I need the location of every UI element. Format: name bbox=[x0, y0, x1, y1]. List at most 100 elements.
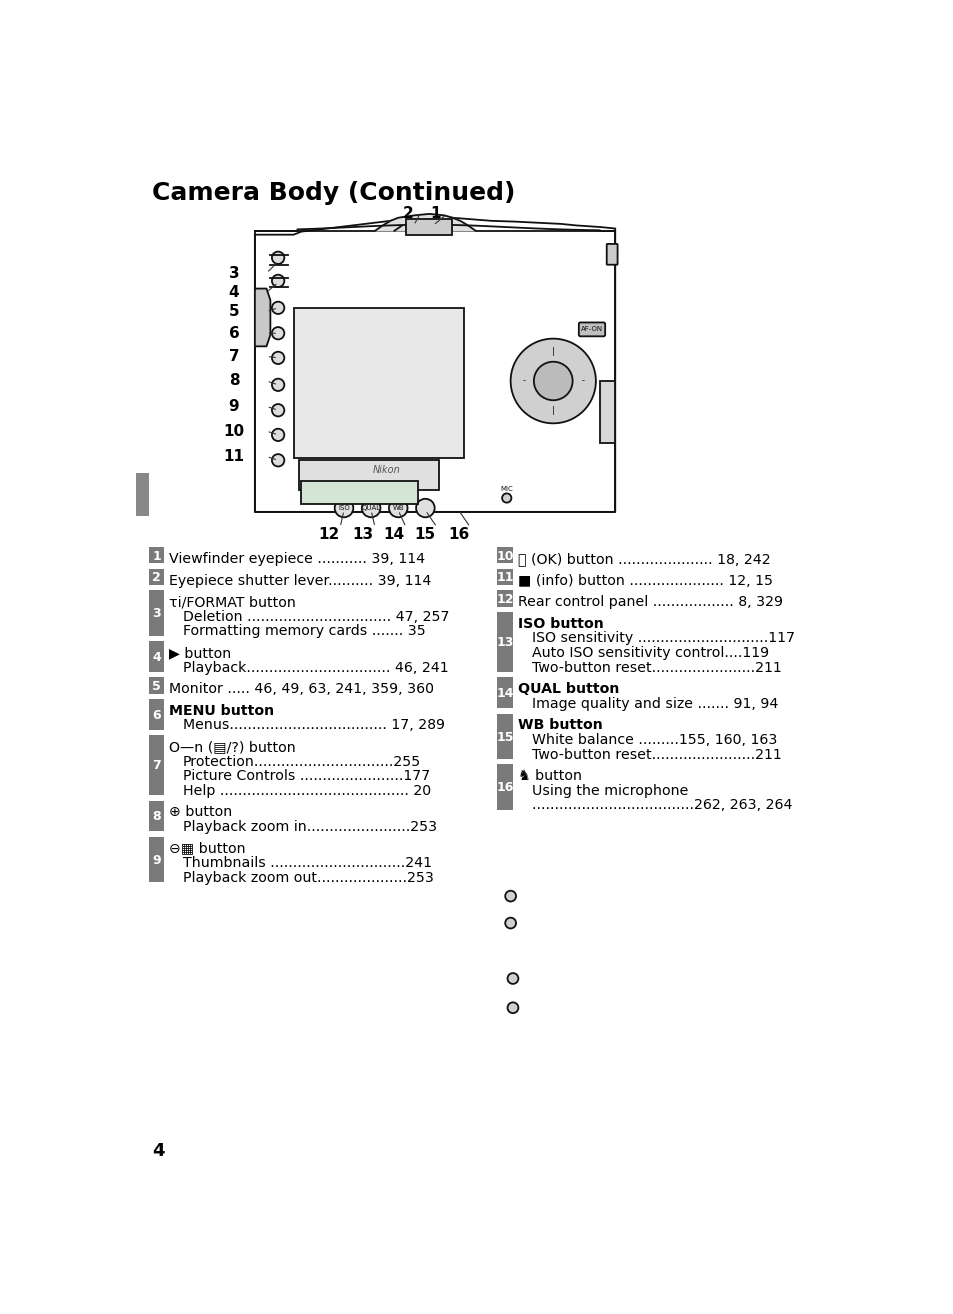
Text: WB button: WB button bbox=[517, 719, 601, 732]
Text: 10: 10 bbox=[496, 549, 514, 562]
Circle shape bbox=[272, 378, 284, 392]
Text: Picture Controls .......................177: Picture Controls .......................… bbox=[183, 769, 430, 783]
Text: WB: WB bbox=[392, 505, 404, 511]
Text: 3: 3 bbox=[229, 265, 239, 281]
Text: 16: 16 bbox=[496, 782, 514, 795]
Text: 11: 11 bbox=[223, 449, 244, 464]
Circle shape bbox=[361, 499, 380, 518]
Bar bbox=[149, 837, 164, 882]
Text: 11: 11 bbox=[496, 572, 514, 585]
Bar bbox=[301, 481, 417, 505]
Circle shape bbox=[272, 352, 284, 364]
Text: 13: 13 bbox=[496, 636, 514, 649]
Text: 3: 3 bbox=[152, 607, 161, 620]
Text: 14: 14 bbox=[383, 527, 404, 543]
Circle shape bbox=[505, 891, 516, 901]
Bar bbox=[149, 735, 164, 795]
Text: -: - bbox=[580, 377, 583, 385]
Text: Protection...............................255: Protection..............................… bbox=[183, 754, 420, 769]
Text: 9: 9 bbox=[152, 854, 161, 867]
Text: ♞ button: ♞ button bbox=[517, 769, 581, 783]
Text: Thumbnails ..............................241: Thumbnails .............................… bbox=[183, 857, 432, 870]
Bar bbox=[149, 699, 164, 729]
Text: 12: 12 bbox=[317, 527, 338, 543]
Text: Auto ISO sensitivity control....119: Auto ISO sensitivity control....119 bbox=[531, 646, 768, 660]
Bar bbox=[497, 612, 513, 671]
Text: Image quality and size ....... 91, 94: Image quality and size ....... 91, 94 bbox=[531, 696, 777, 711]
Bar bbox=[149, 548, 164, 564]
Text: ⊖▦ button: ⊖▦ button bbox=[169, 841, 245, 855]
Text: ⊕ button: ⊕ button bbox=[169, 805, 232, 820]
Text: 8: 8 bbox=[229, 373, 239, 389]
Text: Eyepiece shutter lever.......... 39, 114: Eyepiece shutter lever.......... 39, 114 bbox=[169, 574, 431, 587]
Text: 15: 15 bbox=[415, 527, 436, 543]
Text: |: | bbox=[551, 347, 554, 356]
Bar bbox=[149, 800, 164, 832]
Bar bbox=[497, 569, 513, 585]
Text: 12: 12 bbox=[496, 593, 514, 606]
Text: Formatting memory cards ....... 35: Formatting memory cards ....... 35 bbox=[183, 624, 425, 639]
Text: Deletion ................................ 47, 257: Deletion ...............................… bbox=[183, 610, 449, 624]
Text: |: | bbox=[551, 406, 554, 415]
Circle shape bbox=[272, 455, 284, 466]
Text: Ⓢ (OK) button ..................... 18, 242: Ⓢ (OK) button ..................... 18, … bbox=[517, 552, 769, 566]
Text: Viewfinder eyepiece ........... 39, 114: Viewfinder eyepiece ........... 39, 114 bbox=[169, 552, 424, 566]
Text: ▶ button: ▶ button bbox=[169, 646, 231, 660]
Text: Playback zoom out....................253: Playback zoom out....................253 bbox=[183, 871, 434, 884]
Text: Help .......................................... 20: Help ...................................… bbox=[183, 784, 431, 798]
Bar bbox=[497, 678, 513, 708]
Text: 9: 9 bbox=[229, 399, 239, 414]
Text: MIC: MIC bbox=[500, 486, 513, 491]
Text: 4: 4 bbox=[229, 285, 239, 300]
Circle shape bbox=[272, 275, 284, 286]
Bar bbox=[149, 678, 164, 694]
Text: AF-ON: AF-ON bbox=[580, 326, 602, 332]
Text: Playback................................ 46, 241: Playback................................… bbox=[183, 661, 448, 674]
Text: Menus................................... 17, 289: Menus...................................… bbox=[183, 719, 444, 732]
Text: Monitor ..... 46, 49, 63, 241, 359, 360: Monitor ..... 46, 49, 63, 241, 359, 360 bbox=[169, 682, 434, 696]
Text: 6: 6 bbox=[229, 326, 239, 340]
Circle shape bbox=[416, 499, 435, 518]
Bar bbox=[298, 460, 438, 490]
Circle shape bbox=[272, 428, 284, 442]
Text: 14: 14 bbox=[496, 687, 514, 700]
Circle shape bbox=[505, 917, 516, 929]
Text: ISO button: ISO button bbox=[517, 616, 602, 631]
Bar bbox=[497, 548, 513, 564]
Text: Rear control panel .................. 8, 329: Rear control panel .................. 8,… bbox=[517, 595, 781, 610]
Circle shape bbox=[510, 339, 596, 423]
Circle shape bbox=[507, 974, 517, 984]
Text: 10: 10 bbox=[223, 423, 244, 439]
Circle shape bbox=[272, 251, 284, 264]
Text: -: - bbox=[521, 377, 525, 385]
Text: τi/FORMAT button: τi/FORMAT button bbox=[169, 595, 295, 610]
Text: Two-button reset.......................211: Two-button reset.......................2… bbox=[531, 748, 781, 762]
Polygon shape bbox=[254, 231, 615, 512]
Text: 13: 13 bbox=[353, 527, 374, 543]
Bar bbox=[149, 590, 164, 636]
Circle shape bbox=[272, 302, 284, 314]
Text: 5: 5 bbox=[152, 679, 161, 692]
Polygon shape bbox=[375, 214, 476, 231]
Circle shape bbox=[534, 361, 572, 401]
Text: 1: 1 bbox=[152, 549, 161, 562]
Circle shape bbox=[389, 499, 407, 518]
Text: ....................................262, 263, 264: ....................................262,… bbox=[531, 799, 791, 812]
Text: White balance .........155, 160, 163: White balance .........155, 160, 163 bbox=[531, 733, 776, 748]
Text: 4: 4 bbox=[152, 650, 161, 664]
Bar bbox=[294, 307, 464, 459]
Text: MENU button: MENU button bbox=[169, 704, 274, 717]
Circle shape bbox=[501, 493, 511, 503]
Text: Two-button reset.......................211: Two-button reset.......................2… bbox=[531, 661, 781, 674]
Text: 2: 2 bbox=[152, 572, 161, 585]
Bar bbox=[497, 714, 513, 759]
FancyBboxPatch shape bbox=[578, 322, 604, 336]
Text: ISO sensitivity .............................117: ISO sensitivity ........................… bbox=[531, 632, 794, 645]
Text: 7: 7 bbox=[152, 759, 161, 773]
Polygon shape bbox=[254, 289, 270, 347]
Text: O—n (▤/?) button: O—n (▤/?) button bbox=[169, 740, 295, 754]
Text: 7: 7 bbox=[229, 348, 239, 364]
Text: 1: 1 bbox=[430, 206, 440, 221]
Text: 6: 6 bbox=[152, 708, 161, 721]
Text: Nikon: Nikon bbox=[373, 465, 400, 474]
